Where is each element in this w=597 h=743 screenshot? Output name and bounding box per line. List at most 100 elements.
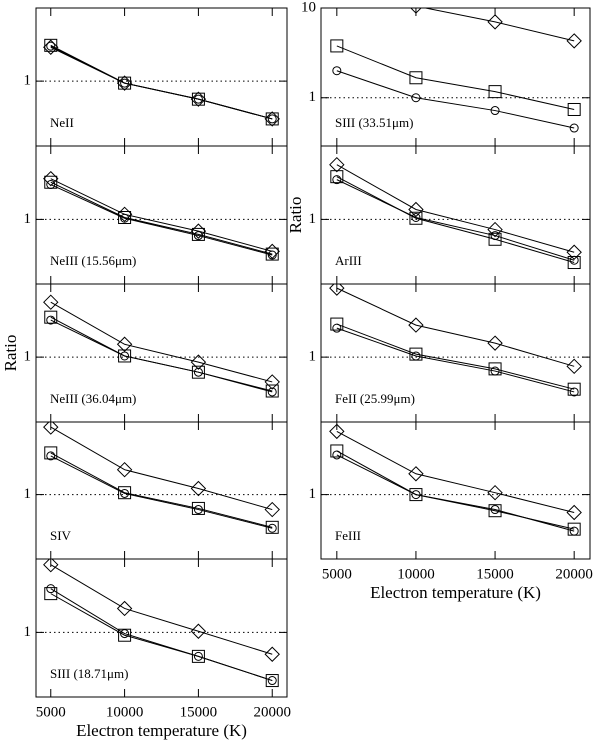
panel-label: ArIII: [335, 253, 362, 268]
marker: [43, 170, 59, 187]
x-tick-label: 10000: [106, 704, 144, 720]
y-tick-label: 1: [309, 211, 317, 227]
series-line: [50, 301, 273, 383]
plot: [36, 422, 287, 534]
plot: [36, 170, 287, 261]
marker: [191, 227, 205, 241]
marker: [118, 349, 132, 363]
x-tick-label: 15000: [180, 704, 218, 720]
marker: [46, 584, 56, 594]
marker: [118, 486, 132, 500]
marker: [193, 367, 203, 377]
series-line: [50, 564, 273, 655]
marker: [116, 600, 133, 617]
y-tick-label: 1: [24, 624, 32, 640]
marker: [265, 384, 279, 398]
marker: [118, 628, 132, 642]
x-tick-label: 10000: [397, 566, 435, 582]
marker: [566, 358, 582, 375]
x-tick-label: 15000: [476, 566, 514, 582]
series-line: [50, 184, 273, 256]
marker: [43, 294, 59, 310]
marker: [191, 501, 205, 515]
marker: [116, 461, 133, 478]
marker: [267, 523, 277, 533]
y-tick-label: 1: [24, 486, 32, 502]
series-line: [50, 426, 273, 511]
series-line: [50, 45, 273, 120]
series-line: [336, 327, 575, 393]
series-line: [50, 593, 273, 682]
plot: [321, 423, 590, 536]
marker: [191, 92, 205, 106]
panel-label: NeIII (15.56μm): [50, 253, 136, 268]
panel-label: FeIII: [335, 528, 361, 543]
x-tick-label: 20000: [253, 704, 291, 720]
marker: [265, 247, 279, 261]
marker: [43, 422, 59, 435]
marker: [44, 38, 58, 52]
plot: [321, 284, 590, 397]
frame: [320, 421, 591, 560]
marker: [332, 66, 342, 76]
marker: [118, 211, 132, 225]
x-axis-label: Electron temperature (K): [76, 721, 247, 740]
y-tick-label: 1: [309, 349, 317, 365]
marker: [43, 39, 59, 55]
series-line: [336, 450, 575, 530]
marker: [488, 85, 502, 99]
marker: [409, 71, 423, 85]
marker: [566, 504, 582, 521]
marker: [191, 365, 205, 379]
series-line: [336, 176, 575, 264]
marker: [411, 490, 421, 500]
marker: [264, 111, 280, 127]
marker: [44, 446, 58, 460]
marker: [44, 175, 58, 189]
plot: [36, 38, 287, 127]
marker: [265, 112, 279, 126]
plot: [321, 8, 590, 133]
marker: [118, 76, 132, 90]
plot: [36, 559, 287, 688]
marker: [190, 623, 207, 639]
marker: [411, 213, 421, 223]
marker: [265, 520, 279, 534]
y-tick-label: 1: [24, 349, 32, 365]
series-line: [336, 164, 575, 253]
marker: [191, 649, 205, 663]
marker: [193, 651, 203, 661]
marker: [46, 315, 56, 325]
marker: [120, 351, 130, 361]
x-axis-label: Electron temperature (K): [370, 583, 541, 602]
marker: [569, 387, 579, 397]
marker: [488, 232, 502, 246]
y-tick-label: 1: [309, 89, 317, 105]
marker: [193, 94, 203, 104]
marker: [490, 106, 500, 116]
marker: [265, 674, 279, 688]
series-line: [50, 46, 273, 120]
panel-label: FeII (25.99μm): [335, 391, 415, 406]
marker: [264, 243, 280, 260]
marker: [44, 587, 58, 601]
marker: [567, 256, 581, 270]
marker: [264, 501, 280, 518]
panel-label: NeIII (36.04μm): [50, 391, 136, 406]
marker: [267, 387, 277, 397]
y-tick-label: 1: [24, 73, 32, 89]
series-line: [336, 179, 575, 261]
x-tick-label: 5000: [322, 566, 352, 582]
marker: [487, 14, 503, 30]
series-line: [336, 323, 575, 390]
marker: [190, 354, 207, 370]
frame: [35, 421, 288, 560]
y-axis-label: Ratio: [1, 335, 20, 372]
marker: [267, 114, 277, 124]
y-axis-label: Ratio: [286, 197, 305, 234]
plot: [36, 294, 287, 398]
series-line: [50, 452, 273, 528]
marker: [116, 75, 133, 91]
